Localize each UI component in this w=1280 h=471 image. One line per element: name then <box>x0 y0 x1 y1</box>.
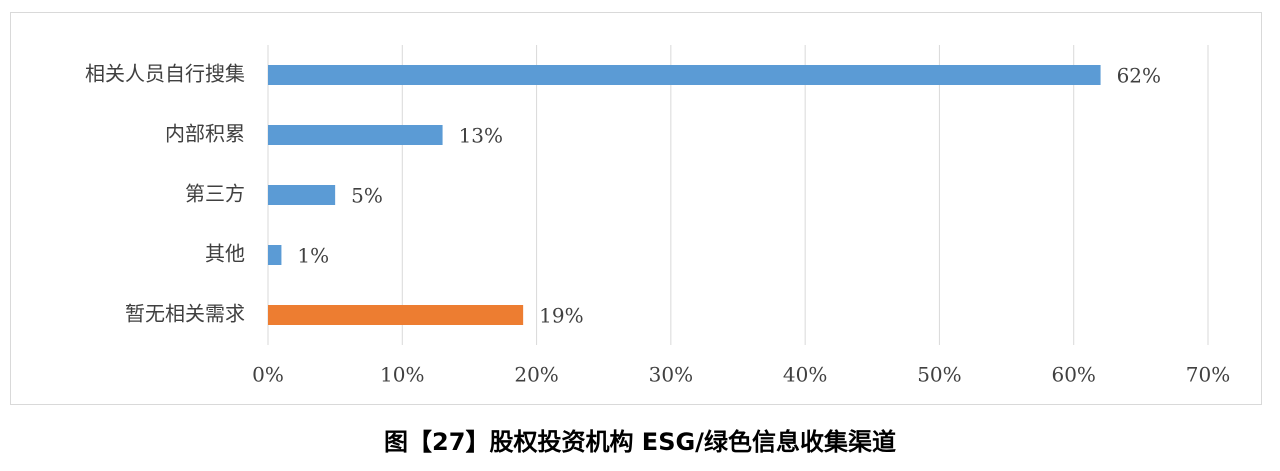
value-label: 13% <box>459 124 503 148</box>
value-label: 62% <box>1117 64 1161 88</box>
value-label: 1% <box>297 244 329 268</box>
x-tick-label: 10% <box>380 363 424 387</box>
x-tick-label: 70% <box>1186 363 1230 387</box>
bar <box>268 125 443 145</box>
bar <box>268 65 1101 85</box>
bar <box>268 305 524 325</box>
y-tick-label: 相关人员自行搜集 <box>85 62 245 86</box>
bar <box>268 185 336 205</box>
y-tick-label: 暂无相关需求 <box>125 302 245 326</box>
y-tick-label: 其他 <box>205 242 245 266</box>
chart-title: 图【27】股权投资机构 ESG/绿色信息收集渠道 <box>384 428 896 456</box>
x-tick-label: 40% <box>783 363 827 387</box>
value-label: 19% <box>539 304 583 328</box>
value-label: 5% <box>351 184 383 208</box>
x-tick-label: 50% <box>917 363 961 387</box>
x-tick-label: 20% <box>514 363 558 387</box>
y-tick-label: 第三方 <box>185 182 245 206</box>
x-tick-label: 30% <box>649 363 693 387</box>
y-tick-label: 内部积累 <box>165 122 245 146</box>
x-tick-label: 0% <box>252 363 284 387</box>
bar <box>268 245 282 265</box>
x-tick-label: 60% <box>1051 363 1095 387</box>
